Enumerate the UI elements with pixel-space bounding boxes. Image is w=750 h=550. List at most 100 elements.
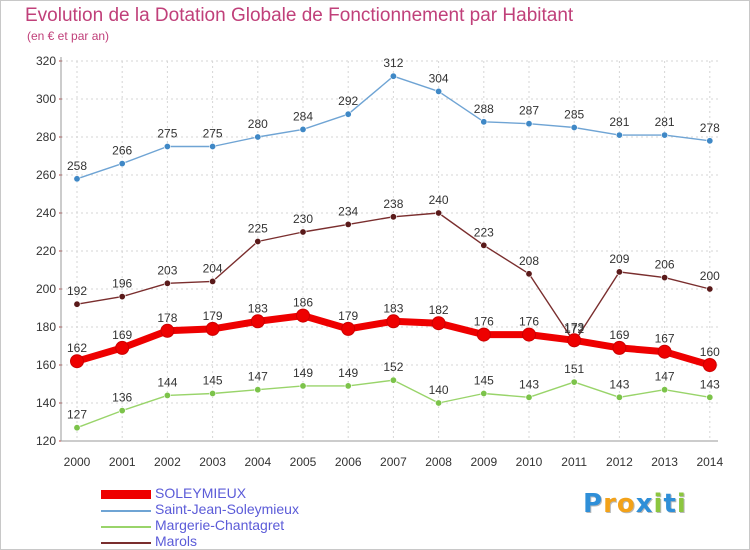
- logo-letter: i: [676, 489, 687, 519]
- data-point: [205, 321, 220, 336]
- data-label: 183: [383, 301, 403, 315]
- data-point: [661, 131, 669, 139]
- x-tick-label: 2000: [64, 455, 91, 469]
- data-point: [615, 393, 623, 401]
- data-point: [522, 327, 536, 342]
- data-label: 312: [383, 56, 403, 70]
- data-point: [73, 175, 81, 183]
- data-label: 151: [564, 362, 584, 376]
- proxiti-logo: Proxiti: [583, 489, 687, 519]
- chart-subtitle: (en € et par an): [27, 29, 110, 43]
- data-label: 145: [203, 374, 223, 388]
- x-tick-label: 2012: [606, 455, 633, 469]
- legend-label: SOLEYMIEUX: [155, 485, 247, 501]
- y-tick-label: 260: [36, 168, 56, 182]
- x-tick-label: 2010: [516, 455, 543, 469]
- data-label: 209: [609, 252, 629, 266]
- logo-letter: P: [583, 489, 604, 519]
- data-label: 167: [655, 332, 675, 346]
- data-label: 266: [112, 144, 132, 158]
- data-point: [70, 354, 84, 369]
- data-point: [435, 87, 443, 95]
- data-point: [254, 238, 262, 246]
- legend-item: SOLEYMIEUX: [101, 485, 401, 502]
- data-point: [612, 340, 627, 355]
- data-label: 178: [157, 311, 177, 325]
- data-point: [299, 382, 307, 390]
- data-label: 278: [700, 121, 720, 135]
- data-label: 230: [293, 212, 313, 226]
- data-point: [163, 143, 171, 151]
- data-label: 182: [429, 303, 449, 317]
- data-point: [435, 209, 443, 217]
- data-label: 275: [203, 127, 223, 141]
- data-point: [570, 378, 578, 386]
- legend-swatch: [101, 510, 151, 512]
- data-point: [386, 314, 401, 329]
- data-point: [254, 133, 262, 141]
- data-label: 140: [429, 383, 449, 397]
- legend-label: Margerie-Chantagret: [155, 517, 285, 533]
- y-tick-label: 160: [36, 358, 56, 372]
- x-tick-label: 2006: [335, 455, 362, 469]
- data-point: [480, 241, 488, 249]
- x-tick-label: 2008: [425, 455, 452, 469]
- data-label: 285: [564, 108, 584, 122]
- data-point: [254, 386, 262, 394]
- data-point: [341, 321, 356, 336]
- logo-letter: x: [635, 489, 654, 519]
- legend-item: Saint-Jean-Soleymieux: [101, 501, 401, 518]
- data-label: 149: [293, 366, 313, 380]
- data-label: 304: [429, 71, 449, 85]
- chart-title: Evolution de la Dotation Globale de Fonc…: [25, 5, 574, 26]
- data-point: [118, 293, 126, 301]
- data-point: [299, 125, 307, 133]
- data-label: 192: [67, 284, 87, 298]
- data-point: [73, 424, 81, 432]
- legend-item: Marols: [101, 533, 401, 549]
- logo-letter: r: [603, 489, 617, 519]
- x-tick-label: 2002: [154, 455, 181, 469]
- x-tick-label: 2004: [244, 455, 271, 469]
- data-label: 292: [338, 94, 358, 108]
- data-point: [431, 316, 446, 331]
- data-label: 160: [700, 345, 720, 359]
- data-point: [702, 358, 717, 372]
- data-label: 147: [655, 370, 675, 384]
- data-label: 173: [564, 320, 584, 334]
- data-point: [570, 124, 578, 132]
- data-label: 143: [609, 377, 629, 391]
- data-label: 143: [519, 377, 539, 391]
- x-tick-label: 2007: [380, 455, 407, 469]
- data-point: [344, 220, 352, 228]
- data-point: [209, 143, 217, 151]
- data-point: [73, 300, 81, 308]
- data-point: [567, 333, 582, 348]
- data-label: 147: [248, 370, 268, 384]
- y-tick-label: 180: [36, 320, 56, 334]
- data-label: 186: [293, 296, 313, 310]
- data-label: 169: [112, 328, 132, 342]
- data-point: [389, 213, 397, 221]
- data-label: 206: [655, 258, 675, 272]
- y-tick-label: 240: [36, 206, 56, 220]
- data-point: [344, 110, 352, 118]
- data-point: [525, 120, 533, 128]
- data-label: 143: [700, 377, 720, 391]
- data-point: [525, 393, 533, 401]
- data-label: 144: [157, 375, 177, 389]
- x-tick-label: 2011: [561, 455, 587, 469]
- data-point: [476, 327, 491, 342]
- data-point: [661, 386, 669, 394]
- data-point: [296, 308, 310, 323]
- data-label: 281: [609, 115, 629, 129]
- data-label: 287: [519, 104, 539, 118]
- data-point: [250, 314, 265, 329]
- data-label: 288: [474, 102, 494, 116]
- legend-swatch: [101, 526, 151, 528]
- data-label: 196: [112, 277, 132, 291]
- legend-swatch: [101, 490, 151, 499]
- legend-item: Margerie-Chantagret: [101, 517, 401, 534]
- x-tick-label: 2009: [470, 455, 497, 469]
